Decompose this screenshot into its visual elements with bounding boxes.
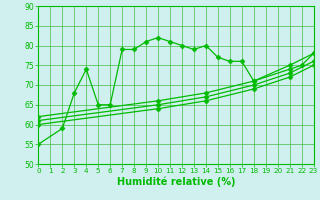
X-axis label: Humidité relative (%): Humidité relative (%) — [117, 177, 235, 187]
